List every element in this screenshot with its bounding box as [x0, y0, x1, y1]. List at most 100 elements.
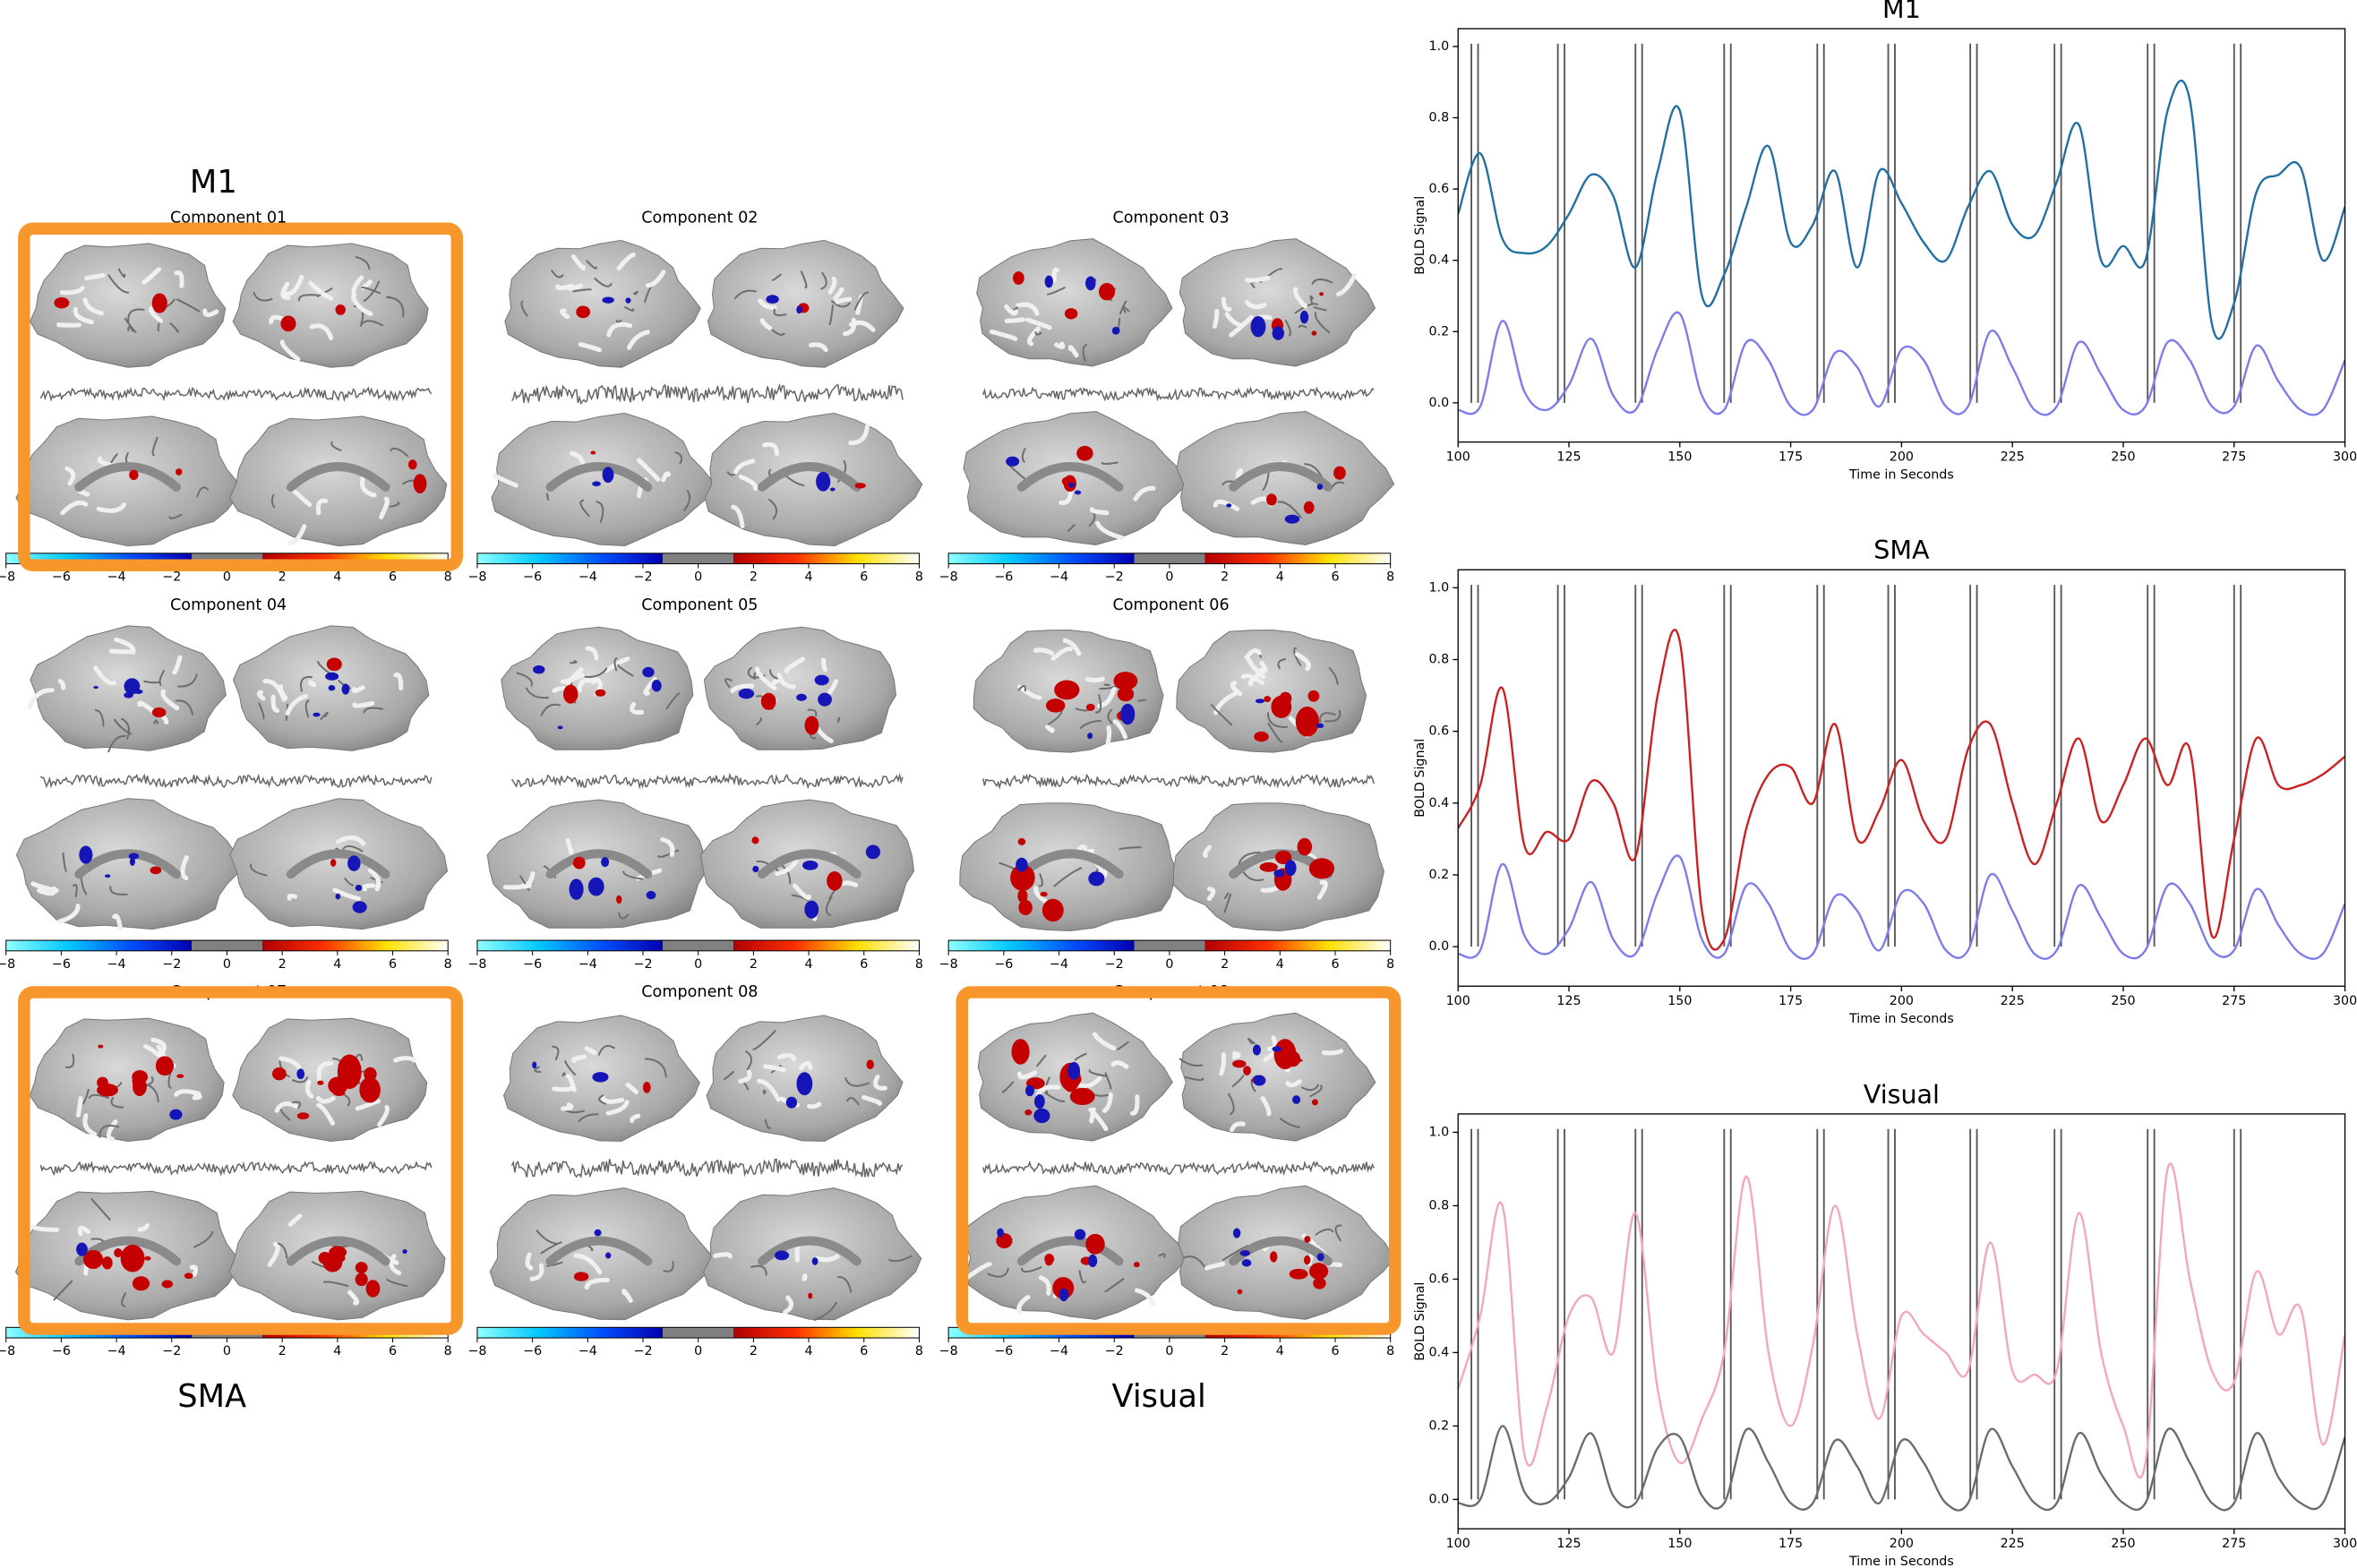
colorbar-tick-label: −8	[0, 570, 15, 585]
colorbar-tick-label: −6	[994, 570, 1013, 585]
activation-blob	[1272, 326, 1285, 340]
sulcus	[989, 329, 1018, 341]
sulcus	[308, 280, 334, 301]
sulcus	[844, 1076, 870, 1087]
sulcus	[1016, 684, 1042, 700]
y-tick-label: 0.2	[1428, 324, 1449, 338]
activation-blob	[590, 450, 596, 455]
sulcus	[756, 717, 763, 726]
brain-surface	[963, 411, 1187, 545]
sulcus	[332, 887, 362, 902]
sulcus	[516, 672, 533, 687]
brain-surface	[232, 243, 429, 368]
activation-blob	[1040, 891, 1048, 897]
activation-blob	[1013, 271, 1024, 285]
sulcus	[93, 665, 117, 686]
colorbar-tick-label: −8	[467, 1344, 486, 1358]
sulcus	[270, 694, 280, 713]
activation-blob	[1044, 275, 1054, 288]
activation-blob	[1113, 672, 1138, 690]
activation-blob	[1232, 1059, 1247, 1068]
sulcus	[151, 436, 159, 457]
colorbar-tick-label: −8	[467, 957, 486, 972]
activation-blob	[355, 884, 363, 892]
sulcus	[287, 893, 298, 901]
sulcus	[1178, 1058, 1204, 1067]
activation-blob	[144, 1255, 151, 1261]
sulcus	[552, 1084, 575, 1092]
colorbar-tick-label: −4	[1050, 570, 1068, 585]
activation-blob	[1250, 315, 1266, 338]
colorbar-tick-label: 4	[1276, 570, 1284, 585]
activation-blob	[816, 471, 831, 492]
x-tick-label: 175	[1778, 1537, 1803, 1551]
sulcus	[1319, 712, 1336, 724]
corpus-callosum	[545, 849, 653, 879]
y-tick-label: 1.0	[1428, 1125, 1449, 1139]
sulcus	[1092, 1032, 1117, 1051]
activation-blob	[1033, 1108, 1050, 1124]
activation-blob	[114, 1248, 123, 1258]
corpus-callosum	[758, 849, 861, 879]
sulcus	[1309, 295, 1314, 304]
activation-blob	[1316, 723, 1324, 729]
sulcus	[1038, 1275, 1051, 1296]
activation-blob	[1111, 326, 1120, 335]
x-axis-label: Time in Seconds	[1848, 468, 1954, 483]
component-panel: Component 06 −8 −6 −4 −2 0 2 4 6 8	[939, 596, 1395, 972]
sulcus	[800, 270, 808, 289]
x-tick-label: 200	[1890, 994, 1914, 1008]
activation-blob	[1252, 1044, 1261, 1056]
sulcus	[771, 273, 782, 281]
sulcus	[1134, 1288, 1156, 1307]
sulcus	[1004, 304, 1019, 316]
sulcus	[64, 466, 76, 486]
colorbar-tick-label: 6	[860, 1344, 868, 1358]
activation-blob	[1016, 857, 1028, 872]
y-tick-label: 0.8	[1428, 1198, 1449, 1212]
sulcus	[623, 306, 635, 312]
sulcus	[347, 1290, 360, 1306]
sulcus	[262, 678, 287, 702]
x-tick-label: 300	[2333, 1537, 2357, 1551]
sulcus	[572, 288, 592, 293]
sulcus	[53, 1280, 73, 1301]
brain-surface	[489, 1187, 715, 1321]
colorbar-tick-label: −4	[107, 957, 126, 972]
activation-blob	[155, 1056, 175, 1076]
sulcus	[987, 1267, 1009, 1278]
chart-title: Visual	[1864, 1080, 1940, 1110]
colorbar-tick-label: 2	[750, 1344, 758, 1358]
sulcus	[657, 849, 680, 858]
colorbar-tick-label: 2	[750, 570, 758, 585]
colorbar-tick-label: 4	[805, 570, 813, 585]
component-title: Component 05	[641, 596, 758, 614]
sulcus	[180, 855, 189, 881]
colorbar-tick-label: −8	[0, 1344, 15, 1358]
sulcus	[793, 883, 812, 900]
sulcus	[300, 675, 313, 692]
activation-blob	[766, 295, 779, 304]
sulcus	[121, 717, 130, 740]
colorbar-tick-label: −4	[579, 1344, 597, 1358]
corpus-callosum	[74, 849, 182, 879]
component-timecourse	[982, 386, 1375, 402]
sulcus	[561, 1102, 574, 1111]
activation-blob	[1120, 703, 1136, 725]
sulcus	[308, 680, 317, 688]
sulcus	[759, 318, 773, 330]
sulcus	[1277, 658, 1287, 670]
sulcus	[606, 321, 633, 338]
sulcus	[1229, 314, 1255, 338]
sulcus	[836, 717, 841, 724]
y-tick-label: 0.0	[1428, 939, 1449, 954]
brain-surface	[964, 1185, 1188, 1320]
sulcus	[828, 304, 834, 326]
activation-blob	[1117, 687, 1135, 702]
activation-blob	[1319, 292, 1324, 296]
colorbar-tick-label: 4	[1276, 1344, 1284, 1358]
activation-blob	[325, 672, 339, 681]
sulcus	[771, 677, 782, 686]
sulcus	[30, 1224, 60, 1232]
activation-blob	[1011, 1039, 1030, 1065]
